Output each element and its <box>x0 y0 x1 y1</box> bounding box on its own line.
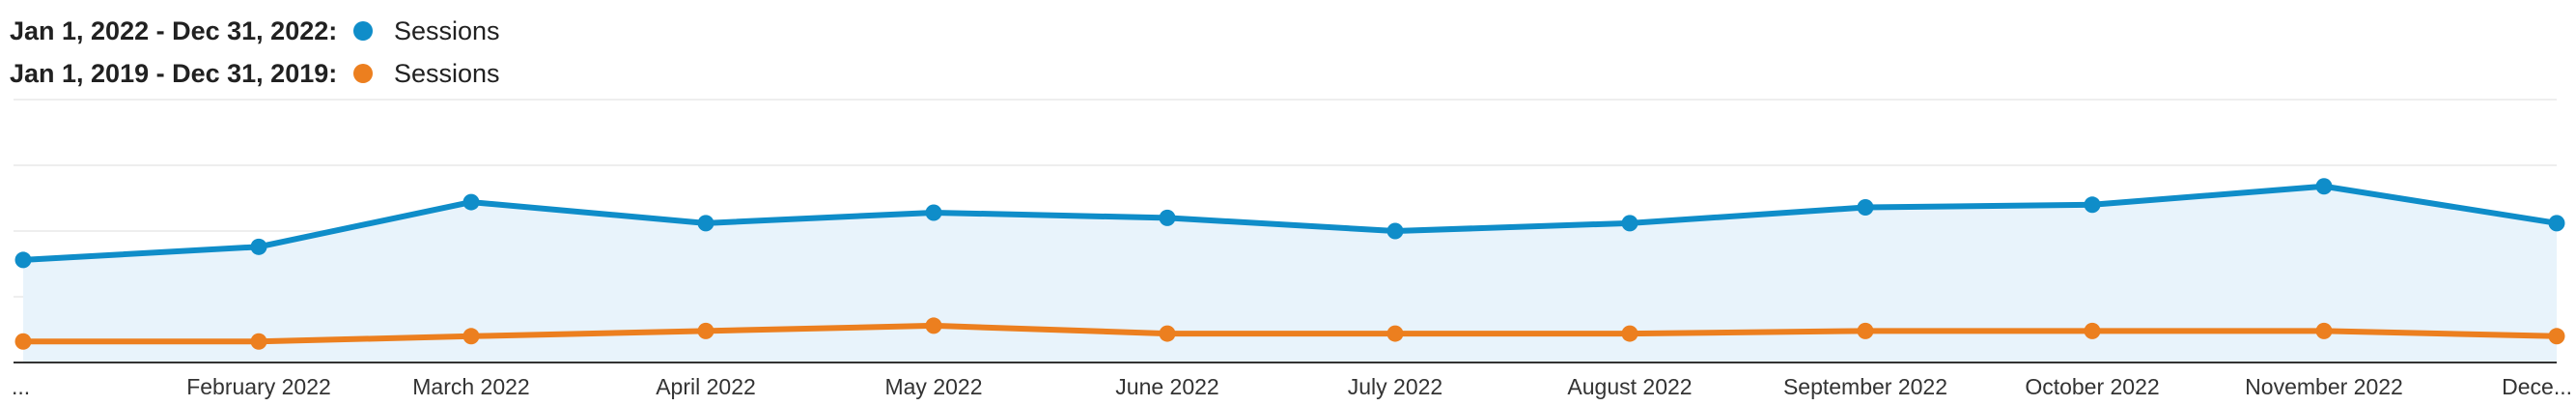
legend-series-name-2019: Sessions <box>394 58 500 88</box>
series-line-1 <box>23 322 2558 345</box>
x-tick-label-10: November 2022 <box>2245 374 2403 399</box>
series-0-point-0 <box>14 251 32 269</box>
series-1-point-10 <box>2315 322 2333 339</box>
legend-item-2019[interactable]: Jan 1, 2019 - Dec 31, 2019: Sessions <box>10 52 500 95</box>
series-0-point-3 <box>697 215 714 232</box>
series-0-point-7 <box>1621 215 1638 232</box>
series-1-point-4 <box>925 317 942 334</box>
series-1-point-3 <box>697 322 714 339</box>
x-tick-label-11: Dece... <box>2502 374 2572 399</box>
x-tick-label-4: May 2022 <box>884 374 982 399</box>
series-0-point-9 <box>2084 196 2101 214</box>
series-0-point-2 <box>462 193 480 211</box>
series-area-0 <box>23 186 2557 362</box>
series-line-0 <box>22 183 2558 263</box>
x-tick-label-9: October 2022 <box>2025 374 2159 399</box>
x-tick-label-8: September 2022 <box>1783 374 1947 399</box>
chart-legend: Jan 1, 2022 - Dec 31, 2022: Sessions Jan… <box>10 10 500 95</box>
series-1-point-11 <box>2548 328 2565 345</box>
x-tick-label-0: ... <box>12 374 30 399</box>
legend-dot-2022 <box>353 21 373 41</box>
series-1-point-2 <box>462 328 480 345</box>
series-0-point-4 <box>925 204 942 221</box>
legend-item-2022[interactable]: Jan 1, 2022 - Dec 31, 2022: Sessions <box>10 10 500 52</box>
series-0-point-8 <box>1857 199 1874 217</box>
series-1-point-1 <box>250 333 267 350</box>
x-tick-label-3: April 2022 <box>656 374 756 399</box>
series-1-point-9 <box>2084 322 2101 339</box>
legend-series-name-2022: Sessions <box>394 15 500 45</box>
x-tick-label-7: August 2022 <box>1567 374 1692 399</box>
series-1-point-7 <box>1621 325 1638 342</box>
legend-range-2019: Jan 1, 2019 - Dec 31, 2019: <box>10 58 338 88</box>
series-1-point-0 <box>14 333 32 350</box>
series-0-point-11 <box>2548 215 2565 232</box>
series-0-point-6 <box>1386 222 1404 240</box>
series-0-point-10 <box>2315 178 2333 195</box>
series-0-point-1 <box>250 238 267 255</box>
x-tick-label-5: June 2022 <box>1115 374 1218 399</box>
legend-range-2022: Jan 1, 2022 - Dec 31, 2022: <box>10 15 338 45</box>
series-1-point-5 <box>1159 325 1176 342</box>
x-tick-label-2: March 2022 <box>412 374 529 399</box>
series-0-point-5 <box>1159 209 1176 226</box>
legend-dot-2019 <box>353 64 373 83</box>
series-1-point-6 <box>1386 325 1404 342</box>
x-tick-label-6: July 2022 <box>1348 374 1442 399</box>
series-1-point-8 <box>1857 322 1874 339</box>
x-tick-label-1: February 2022 <box>186 374 331 399</box>
